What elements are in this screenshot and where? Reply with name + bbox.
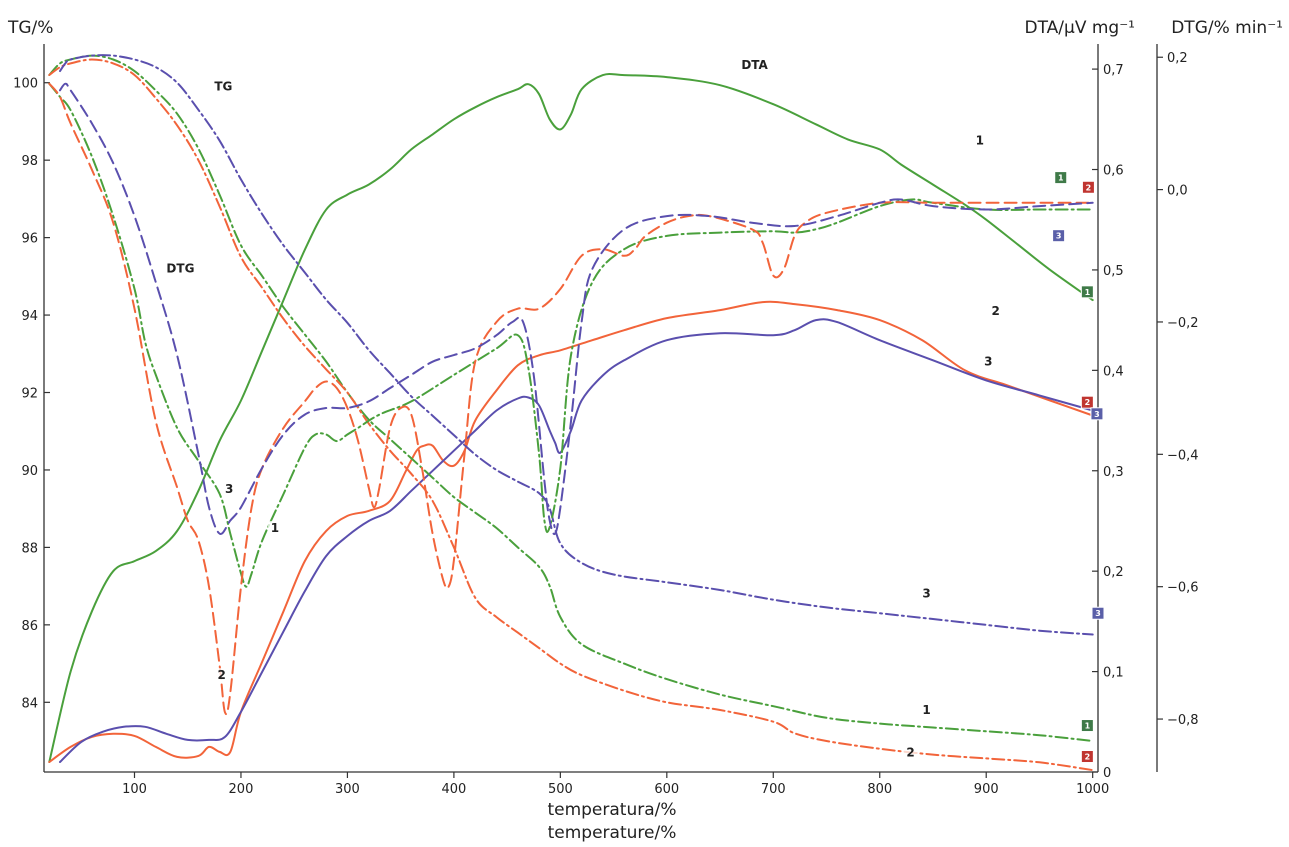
annotation-backdrop [988,304,1003,320]
end-marker-label: 3 [1056,232,1062,241]
annotation-backdrop [972,133,987,149]
x-tick-label: 800 [867,782,892,797]
dta-tick-label: 0 [1103,766,1111,781]
dta-tick-label: 0,1 [1103,666,1124,681]
x-tick-label: 600 [654,782,679,797]
tg-tick-label: 86 [21,619,38,634]
curves-layer [48,54,1094,772]
curve-annotation: 1 [922,703,930,717]
annotation-backdrop [738,58,769,74]
curve-annotation: 3 [922,587,930,601]
tg-axis-title: TG/% [7,18,53,38]
tg-curve-2 [48,58,1094,772]
annotation-backdrop [919,586,934,602]
dtg-axis-title: DTG/% min⁻¹ [1171,18,1283,38]
curve-annotation: 3 [984,354,992,368]
annotation-backdrop [919,702,934,718]
end-marker [1080,750,1094,764]
dta-curve-3 [59,318,1094,763]
dtg-tick-label: 0,2 [1167,51,1188,66]
tg-tick-label: 92 [21,387,38,402]
ticks-layer: 100 200 300 400 500 600 700 800 900 1000848688909… [13,51,1198,797]
tg-tick-label: 90 [21,464,38,479]
end-marker [1052,229,1066,243]
annotation-backdrop [214,668,229,684]
end-marker-label: 2 [1085,398,1091,407]
curve-annotation: 2 [218,668,226,682]
curve-annotation: TG [214,79,232,93]
x-tick-label: 100 [122,782,147,797]
annotation-backdrop [267,520,282,536]
tg-tick-label: 88 [21,541,38,556]
dtg-curve-1 [48,82,1094,588]
dtg-tick-label: −0,4 [1167,448,1199,463]
end-marker-label: 1 [1058,174,1064,183]
end-marker [1090,407,1104,421]
end-marker [1054,171,1068,185]
dta-curve-2 [48,300,1094,763]
curve-annotation: 1 [976,133,984,147]
annotation-backdrop [903,745,918,761]
x-tick-label: 400 [441,782,466,797]
dta-tick-label: 0,6 [1103,164,1124,179]
end-marker-label: 1 [1085,288,1091,297]
end-marker [1080,285,1094,299]
annotation-backdrop [981,354,996,370]
end-marker-label: 1 [1085,722,1091,731]
tg-tick-label: 94 [21,309,38,324]
curve-annotation: 1 [271,521,279,535]
dtg-curve-2 [48,82,1094,716]
curve-annotation: DTG [166,261,194,275]
tg-curve-1 [48,54,1094,742]
x-tick-label: 700 [761,782,786,797]
curve-annotation: DTA [741,58,768,72]
x-axis-title-line1: temperatura/% [547,800,676,820]
annotation-backdrop [163,261,194,277]
dta-tick-label: 0,7 [1103,63,1124,78]
x-tick-label: 500 [548,782,573,797]
dtg-tick-label: −0,2 [1167,316,1199,331]
dtg-curve-3 [59,82,1094,536]
x-tick-label: 200 [229,782,254,797]
end-marker [1080,395,1094,409]
dtg-tick-label: 0,0 [1167,184,1188,199]
dta-tick-label: 0,3 [1103,465,1124,480]
axes-layer: TG/% DTA/μV mg⁻¹ DTG/% min⁻¹ temperatura… [7,18,1283,843]
dta-tick-label: 0,4 [1103,364,1124,379]
curve-annotation: 2 [992,304,1000,318]
tg-tick-label: 100 [13,77,38,92]
end-marker [1091,606,1105,620]
end-marker [1080,719,1094,733]
end-marker [1081,180,1095,194]
x-axis-title-line2: temperature/% [548,823,677,843]
tg-tick-label: 84 [21,696,38,711]
dta-tick-label: 0,2 [1103,565,1124,580]
dtg-tick-label: −0,6 [1167,581,1199,596]
dta-tick-label: 0,5 [1103,264,1124,279]
annotation-backdrop [221,482,236,498]
end-marker-label: 2 [1086,183,1092,192]
x-tick-label: 300 [335,782,360,797]
annotation-backdrop [211,79,234,95]
dtg-tick-label: −0,8 [1167,713,1199,728]
curve-annotation: 2 [906,746,914,760]
dta-curve-1 [48,73,1094,763]
tg-tick-label: 98 [21,154,38,169]
x-tick-label: 900 [974,782,999,797]
x-tick-label: 1000 [1076,782,1109,797]
tg-tick-label: 96 [21,232,38,247]
curve-annotation: 3 [225,482,233,496]
end-marker-label: 3 [1095,609,1101,618]
tg-curve-3 [59,54,1094,636]
end-marker-label: 2 [1085,753,1091,762]
dta-axis-title: DTA/μV mg⁻¹ [1025,18,1136,38]
end-marker-label: 3 [1094,410,1100,419]
